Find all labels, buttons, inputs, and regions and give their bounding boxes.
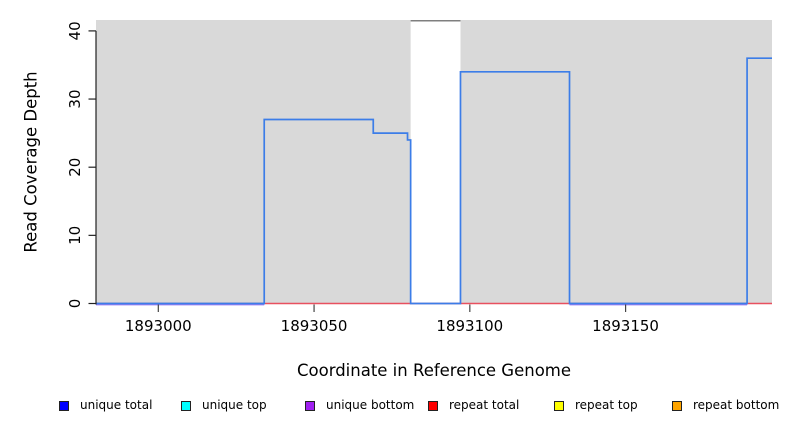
legend-item-repeat-total: repeat total xyxy=(428,399,519,412)
legend-label: unique bottom xyxy=(326,398,415,412)
x-tick-label: 1893100 xyxy=(436,317,503,335)
unique-total-line xyxy=(96,57,772,305)
legend-label: unique total xyxy=(80,398,153,412)
x-tick-label: 1893150 xyxy=(592,317,659,335)
x-axis-title: Coordinate in Reference Genome xyxy=(296,361,572,380)
y-tick-label: 0 xyxy=(66,299,84,309)
legend-label: repeat top xyxy=(575,398,638,412)
y-tick-label: 10 xyxy=(66,226,84,245)
unique-bottom-swatch xyxy=(305,400,315,411)
y-tick-label: 20 xyxy=(66,158,84,177)
legend-item-unique-total: unique total xyxy=(59,399,152,412)
y-tick-label: 30 xyxy=(66,90,84,109)
legend-item-unique-bottom: unique bottom xyxy=(305,399,414,412)
unique-total-swatch xyxy=(59,400,69,411)
legend-label: repeat bottom xyxy=(693,398,780,412)
y-tick-label: 40 xyxy=(66,21,84,40)
legend-item-unique-top: unique top xyxy=(181,399,267,412)
legend-label: repeat total xyxy=(449,398,520,412)
unique-top-swatch xyxy=(181,400,191,411)
legend-item-repeat-top: repeat top xyxy=(554,399,638,412)
repeat-top-swatch xyxy=(554,400,564,411)
coverage-gap-band xyxy=(410,20,461,304)
legend-item-repeat-bottom: repeat bottom xyxy=(672,399,779,412)
x-tick-label: 1893000 xyxy=(125,317,192,335)
x-tick-label: 1893050 xyxy=(281,317,348,335)
repeat-total-swatch xyxy=(428,400,438,411)
y-axis-title: Read Coverage Depth xyxy=(21,71,41,253)
legend-label: unique top xyxy=(202,398,267,412)
repeat-bottom-swatch xyxy=(672,400,682,411)
